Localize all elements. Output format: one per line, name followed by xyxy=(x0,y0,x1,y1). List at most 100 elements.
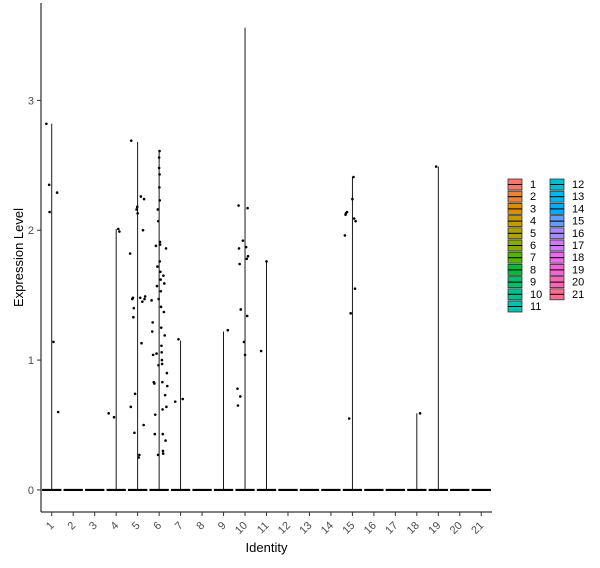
jitter-point xyxy=(160,358,164,362)
legend-item-7: 7 xyxy=(507,251,536,264)
jitter-point xyxy=(162,282,166,285)
x-tick-label: 4 xyxy=(108,520,121,533)
jitter-point xyxy=(141,300,144,303)
jitter-point xyxy=(160,344,163,348)
x-tick-label: 5 xyxy=(130,520,143,533)
jitter-point xyxy=(156,208,160,211)
y-axis-title: Expression Level xyxy=(11,208,26,307)
legend-label: 14 xyxy=(572,203,584,215)
violin-group-1 xyxy=(42,122,62,492)
legend-item-19: 19 xyxy=(549,263,584,276)
legend-item-13: 13 xyxy=(549,190,584,203)
jitter-point xyxy=(351,197,354,201)
jitter-point xyxy=(164,247,168,250)
legend-label: 12 xyxy=(572,179,584,191)
jitter-point xyxy=(153,413,157,416)
violin-group-10 xyxy=(235,27,255,492)
jitter-point xyxy=(181,397,185,401)
jitter-point xyxy=(165,371,169,375)
legend-item-18: 18 xyxy=(549,251,584,264)
jitter-point xyxy=(150,330,154,333)
legend-item-6: 6 xyxy=(507,239,536,252)
jitter-point xyxy=(159,278,162,281)
jitter-point xyxy=(133,392,137,396)
x-tick-label: 2 xyxy=(66,520,79,533)
jitter-point xyxy=(352,217,356,220)
jitter-point xyxy=(159,305,163,309)
legend-label: 3 xyxy=(530,203,536,215)
legend-item-5: 5 xyxy=(507,227,536,240)
jitter-point xyxy=(133,431,136,435)
jitter-point xyxy=(153,382,156,385)
jitter-point xyxy=(157,297,160,301)
jitter-point xyxy=(237,247,241,250)
jitter-point xyxy=(242,340,246,344)
jitter-point xyxy=(246,206,249,210)
jitter-point xyxy=(161,408,164,411)
jitter-point xyxy=(139,195,143,198)
jitter-point xyxy=(354,219,357,223)
legend-item-12: 12 xyxy=(549,178,584,191)
x-tick-label: 20 xyxy=(448,520,465,537)
jitter-point xyxy=(156,219,160,223)
jitter-point xyxy=(349,312,352,315)
jitter-point xyxy=(177,338,180,341)
jitter-point xyxy=(159,326,163,329)
legend-item-3: 3 xyxy=(507,202,536,215)
x-tick-label: 19 xyxy=(426,520,443,537)
jitter-point xyxy=(135,205,139,209)
legend-label: 11 xyxy=(530,301,541,313)
legend-label: 9 xyxy=(530,277,536,289)
jitter-point xyxy=(159,289,163,293)
y-tick-label: 0 xyxy=(28,485,34,497)
legend-item-14: 14 xyxy=(549,202,584,215)
jitter-point xyxy=(239,308,243,311)
jitter-point xyxy=(118,230,121,233)
legend-label: 17 xyxy=(572,240,584,252)
legend-item-8: 8 xyxy=(507,263,536,276)
legend-item-1: 1 xyxy=(507,178,536,191)
jitter-point xyxy=(151,353,155,357)
jitter-point xyxy=(245,257,249,261)
legend-label: 19 xyxy=(572,264,584,276)
jitter-point xyxy=(157,363,160,367)
jitter-point xyxy=(132,306,136,310)
x-tick-label: 6 xyxy=(151,520,164,533)
jitter-point xyxy=(158,240,162,244)
jitter-point xyxy=(156,453,160,457)
legend-item-9: 9 xyxy=(507,276,536,289)
jitter-point xyxy=(156,265,159,268)
jitter-point xyxy=(155,284,159,288)
jitter-point xyxy=(246,254,250,258)
violin-group-5 xyxy=(127,139,148,492)
y-tick-label: 3 xyxy=(28,95,34,107)
legend-label: 16 xyxy=(572,228,584,240)
jitter-point xyxy=(237,204,240,207)
legend-label: 13 xyxy=(572,191,584,203)
jitter-point xyxy=(52,340,55,344)
x-tick-label: 15 xyxy=(340,520,357,537)
jitter-point xyxy=(117,227,120,231)
legend-item-4: 4 xyxy=(507,215,536,228)
jitter-point xyxy=(161,432,165,436)
jitter-point xyxy=(162,310,166,314)
x-tick-label: 9 xyxy=(216,520,229,533)
legend-label: 6 xyxy=(530,240,536,252)
legend-item-15: 15 xyxy=(549,215,584,228)
jitter-point xyxy=(165,405,168,409)
x-tick-label: 12 xyxy=(276,520,293,537)
y-ticks: 0 1 2 3 xyxy=(28,95,41,497)
jitter-point xyxy=(56,410,60,414)
jitter-point xyxy=(141,228,145,232)
legend-label: 1 xyxy=(530,179,536,191)
jitter-point xyxy=(245,314,249,318)
x-tick-label: 1 xyxy=(44,520,57,533)
plot-panel xyxy=(42,27,491,492)
jitter-point xyxy=(128,252,132,255)
x-tick-label: 11 xyxy=(255,520,272,537)
jitter-point xyxy=(155,352,158,355)
violin-group-7 xyxy=(170,338,191,492)
legend-label: 21 xyxy=(572,289,584,301)
jitter-point xyxy=(161,449,165,453)
